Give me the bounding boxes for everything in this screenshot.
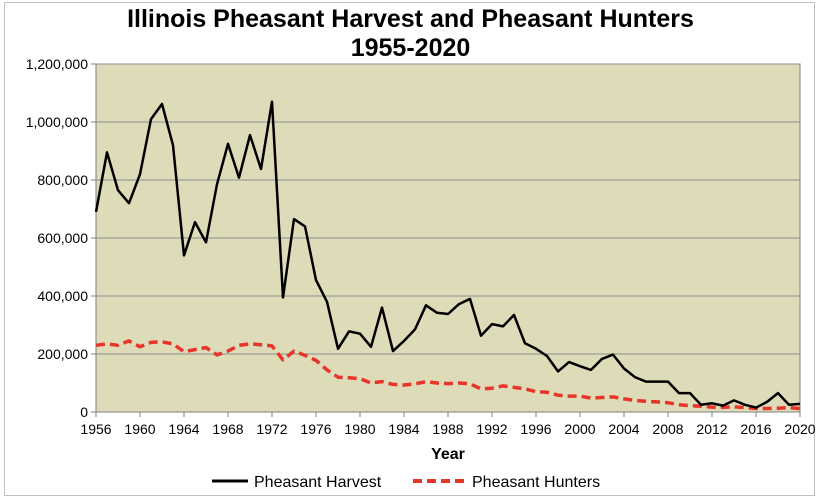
y-tick-label: 0 (80, 404, 88, 420)
x-tick-label: 2000 (564, 421, 595, 437)
legend-label: Pheasant Hunters (472, 474, 600, 491)
x-tick-label: 1968 (212, 421, 243, 437)
x-tick-label: 1992 (476, 421, 507, 437)
x-tick-label: 2020 (784, 421, 815, 437)
y-tick-label: 200,000 (37, 346, 88, 362)
chart-subtitle: 1955-2020 (350, 34, 471, 62)
x-tick-label: 1960 (124, 421, 155, 437)
legend-label: Pheasant Harvest (254, 474, 382, 491)
x-tick-label: 2012 (696, 421, 727, 437)
x-tick-label: 1980 (344, 421, 375, 437)
y-tick-label: 800,000 (37, 172, 88, 188)
x-tick-label: 1976 (300, 421, 331, 437)
series-line-pheasant-harvest (94, 100, 801, 409)
chart-title: Illinois Pheasant Harvest and Pheasant H… (127, 5, 694, 33)
y-tick-label: 600,000 (37, 230, 88, 246)
y-tick-label: 400,000 (37, 288, 88, 304)
x-tick-label: 1988 (432, 421, 463, 437)
y-tick-label: 1,000,000 (26, 114, 88, 130)
x-tick-label: 1984 (388, 421, 419, 437)
x-tick-label: 2008 (652, 421, 683, 437)
series-lines (94, 100, 801, 411)
x-tick-label: 2004 (608, 421, 639, 437)
x-tick-label: 1996 (520, 421, 551, 437)
series-line-pheasant-hunters (95, 339, 801, 411)
x-axis-title: Year (431, 446, 465, 463)
y-tick-label: 1,200,000 (26, 56, 88, 72)
x-tick-label: 1964 (168, 421, 199, 437)
x-axis-ticks: 1956 1960 1964 1968 1972 1976 1980 1984 1988 1992… (80, 411, 816, 437)
x-tick-label: 1972 (256, 421, 287, 437)
x-tick-label: 2016 (740, 421, 771, 437)
legend: Pheasant Harvest Pheasant Hunters (212, 474, 600, 491)
y-axis-ticks: 0 200,000 400,000 600,000 800,000 1,000,000 1,… (26, 56, 96, 420)
x-tick-label: 1956 (80, 421, 111, 437)
